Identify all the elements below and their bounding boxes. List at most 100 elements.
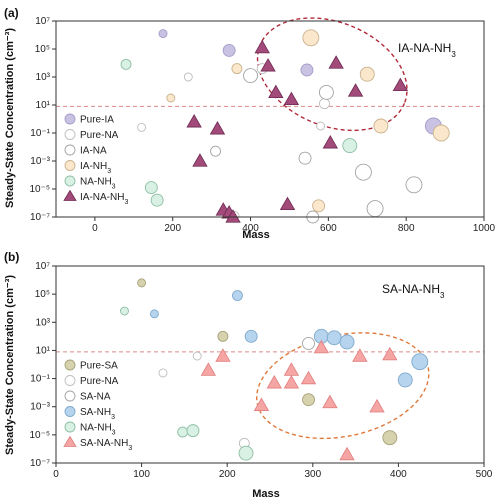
panel-a-label: (a) (4, 6, 19, 20)
legend-label: Pure-IA (80, 115, 114, 126)
y-tick-label: 10⁵ (35, 44, 50, 55)
point-ia-na-nh3 (268, 84, 284, 99)
point-pure-na (137, 122, 147, 132)
point-ia-nh3 (373, 118, 389, 134)
x-tick-label: 600 (320, 223, 337, 234)
point-ia-na-nh3 (260, 57, 276, 72)
point-sa-nh3 (232, 290, 243, 301)
x-tick-label: 500 (476, 469, 493, 480)
legend-label: NA-NH3 (80, 423, 116, 437)
legend-label: Pure-NA (80, 130, 119, 141)
point-ia-na (405, 176, 423, 194)
point-sa-nh3 (326, 330, 342, 346)
point-sa-nh3 (397, 372, 413, 388)
panel-b-plot-frame (55, 265, 485, 464)
panel-b-y-ticks: 10⁻⁷ 10⁻⁵ 10⁻³ 10⁻¹ 10¹ 10³ 10⁵ 10⁷ (29, 261, 56, 469)
point-sa-na-nh3 (339, 446, 355, 461)
point-na-nh3 (238, 445, 254, 461)
panel-b-data-points (120, 278, 429, 461)
point-pure-sa (382, 430, 398, 446)
panel-a-y-axis-label: Steady-State Concentration (cm⁻³) (4, 28, 16, 208)
point-ia-na (366, 200, 384, 218)
point-sa-na-nh3 (313, 339, 330, 354)
point-pure-na (158, 368, 168, 378)
legend-marker (63, 189, 77, 201)
point-ia-nh3 (359, 66, 375, 82)
y-tick-label: 10¹ (36, 345, 51, 356)
y-tick-label: 10⁵ (35, 289, 50, 300)
x-tick-label: 200 (219, 469, 236, 480)
legend-label: Pure-NA (80, 376, 119, 387)
point-pure-sa (302, 393, 315, 407)
y-tick-label: 10⁻³ (30, 402, 50, 413)
panel-b-title: SA-NA-NH3 (382, 282, 445, 300)
panel-a-y-ticks: 10⁻⁷ 10⁻⁵ 10⁻³ 10⁻¹ 10¹ 10³ 10⁵ 10⁷ (29, 16, 56, 223)
legend-marker (63, 435, 77, 447)
point-ia-na-nh3 (347, 83, 364, 97)
x-tick-label: 400 (390, 469, 407, 480)
panel-a-plot-frame (55, 20, 485, 218)
y-tick-label: 10³ (36, 72, 51, 83)
legend-marker (64, 129, 76, 140)
legend-marker (64, 175, 76, 187)
point-na-nh3 (177, 426, 189, 438)
point-ia-nh3 (302, 29, 320, 47)
point-pure-ia (222, 43, 236, 57)
point-na-nh3 (120, 58, 132, 70)
point-ia-na (298, 151, 312, 165)
panel-a-highlight-ellipse (256, 17, 408, 132)
x-tick-label: 400 (242, 223, 259, 234)
point-pure-sa (217, 330, 229, 342)
y-tick-label: 10⁻⁷ (30, 458, 50, 469)
point-ia-nh3 (231, 63, 243, 75)
legend-marker (64, 375, 76, 386)
panel-b-label: (b) (4, 250, 19, 264)
point-sa-nh3 (149, 309, 159, 319)
legend-label: IA-NH3 (80, 161, 111, 175)
y-tick-label: 10³ (36, 317, 51, 328)
point-na-nh3 (186, 424, 200, 438)
point-ia-na-nh3 (328, 55, 344, 69)
point-ia-na-nh3 (209, 120, 226, 135)
point-ia-na-nh3 (254, 39, 270, 54)
point-pure-sa (137, 278, 147, 288)
point-ia-na-nh3 (392, 77, 409, 92)
x-tick-label: 100 (133, 469, 150, 480)
point-pure-na (319, 98, 330, 110)
point-sa-na-nh3 (215, 348, 231, 362)
point-ia-na-nh3 (322, 134, 338, 149)
point-sa-na-nh3 (322, 394, 338, 409)
point-ia-na (210, 145, 221, 157)
y-tick-label: 10⁻⁵ (29, 430, 50, 441)
y-tick-label: 10⁷ (35, 261, 50, 272)
panel-a-x-axis-label: Mass (242, 229, 270, 241)
y-tick-label: 10⁻¹ (30, 374, 50, 385)
panel-b-x-ticks: 0 100 200 300 400 500 (53, 463, 493, 480)
point-ia-na (354, 163, 372, 181)
point-sa-nh3 (244, 329, 258, 343)
point-ia-nh3 (312, 199, 326, 213)
point-pure-ia (158, 29, 168, 39)
point-sa-na-nh3 (369, 398, 385, 413)
legend-marker (64, 113, 76, 125)
legend-label: SA-NA-NH3 (80, 438, 132, 452)
legend-marker (64, 406, 76, 417)
point-sa-na-nh3 (266, 374, 282, 389)
point-sa-na-nh3 (200, 362, 217, 376)
panel-a-x-ticks: 0 200 400 600 800 1000 (92, 217, 496, 234)
x-tick-label: 200 (164, 223, 181, 234)
point-sa-na-nh3 (300, 370, 317, 385)
point-sa-na-nh3 (253, 397, 270, 411)
point-ia-na-nh3 (192, 153, 208, 167)
x-tick-label: 0 (92, 223, 98, 234)
x-tick-label: 300 (304, 469, 321, 480)
y-tick-label: 10⁻¹ (30, 128, 50, 139)
x-tick-label: 800 (398, 223, 415, 234)
panel-a-data-points (120, 29, 450, 224)
panel-b-x-axis-label: Mass (252, 488, 280, 500)
point-ia-na (243, 68, 258, 84)
legend-marker (64, 160, 76, 171)
